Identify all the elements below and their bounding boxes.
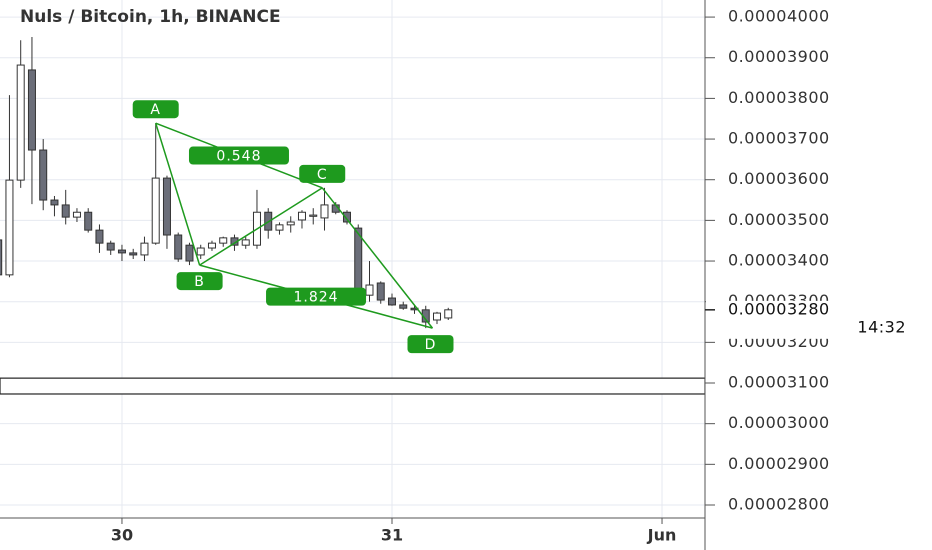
candle-body [342, 211, 351, 223]
candle-body [286, 221, 295, 226]
candle-body [162, 177, 171, 236]
y-tick-label: 0.00003500 [728, 210, 830, 229]
pattern-point-label-box [407, 335, 454, 354]
pattern-point-label: B [194, 274, 205, 290]
pattern-line [321, 187, 434, 329]
candle-body [95, 229, 104, 244]
pattern-line [199, 187, 323, 266]
candle-body [365, 284, 374, 296]
candle-body [376, 282, 385, 301]
pattern-point-label: D [425, 337, 437, 353]
candle-body [432, 312, 441, 321]
y-tick-label: 0.00003000 [728, 413, 830, 432]
candle-body [61, 204, 70, 218]
pattern-point-label-box [299, 164, 346, 183]
candle-body [196, 247, 205, 256]
candle-body [5, 179, 14, 276]
candle-body [241, 239, 250, 246]
x-tick-label: 30 [111, 526, 133, 545]
y-tick-label: 0.00003400 [728, 251, 830, 270]
pattern-ratio-label: 0.548 [216, 149, 261, 165]
y-tick-label: 0.00003700 [728, 129, 830, 148]
axes: 0.00002800 0.00002900 0.00003000 0.00003100… [111, 7, 932, 545]
x-tick-label: 31 [381, 526, 403, 545]
candle-body [27, 69, 36, 151]
y-tick-label: 0.00002900 [728, 454, 830, 473]
candle-body [72, 211, 81, 218]
y-tick-label: 0.00003600 [728, 169, 830, 188]
candle-body [297, 211, 306, 221]
pattern-ratio-label: 1.824 [293, 290, 338, 306]
candle-body [275, 224, 284, 231]
y-tick-label: 0.00002800 [728, 494, 830, 513]
candle-body [129, 252, 138, 256]
candle-body [0, 239, 3, 276]
candle-body [106, 242, 115, 251]
candle-body [219, 237, 228, 244]
candle-body [320, 204, 329, 219]
candle-body [207, 242, 216, 249]
pattern-point-label: C [317, 167, 328, 183]
candle-body [174, 234, 183, 260]
countdown-label: 14:32 [857, 317, 906, 336]
candle-body [151, 177, 160, 244]
candle-body [309, 214, 318, 217]
candle-body [185, 244, 194, 262]
y-tick-label: 0.00003900 [728, 47, 830, 66]
candle-body [39, 149, 48, 201]
pattern-point-label: A [150, 102, 161, 118]
chart-title: Nuls / Bitcoin, 1h, BINANCE [20, 7, 281, 27]
grid [0, 0, 705, 518]
range-box [0, 377, 705, 395]
last-price-box [706, 300, 932, 339]
pattern-point-label-box [132, 100, 179, 119]
y-tick-label: 0.00004000 [728, 7, 830, 26]
pattern-ratio-label-box [266, 287, 367, 306]
plot-area: A B C D 0.548 1.824 [0, 37, 705, 395]
last-price-label: 0.00003280 [728, 299, 830, 318]
candle-body [16, 64, 25, 181]
candle-body [354, 227, 363, 296]
pattern-point-label-box [176, 272, 223, 291]
candle-body [140, 242, 149, 256]
y-tick-label: 0.00003100 [728, 373, 830, 392]
pattern-line [155, 122, 201, 266]
candle-body [84, 211, 93, 231]
candle-body [117, 249, 126, 254]
x-tick-label: Jun [647, 526, 677, 545]
candle-body [387, 297, 396, 306]
candle-body [50, 199, 59, 206]
candle-body [444, 309, 453, 319]
y-tick-label: 0.00003800 [728, 88, 830, 107]
candle-body [399, 304, 408, 309]
pattern-ratio-label-box [188, 146, 289, 165]
